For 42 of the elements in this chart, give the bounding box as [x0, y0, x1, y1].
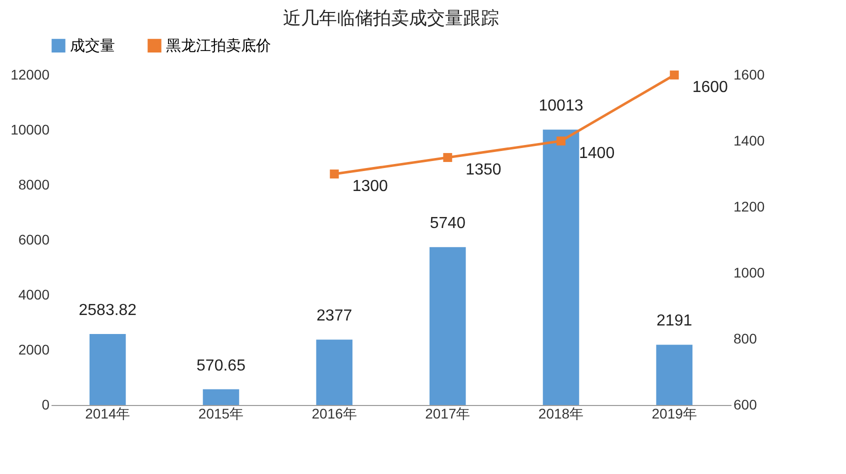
- legend-label: 成交量: [70, 38, 115, 55]
- y2-tick-label: 600: [734, 396, 758, 412]
- bar: [90, 334, 126, 405]
- y-tick-label: 4000: [18, 286, 50, 302]
- x-tick-label: 2016年: [312, 406, 357, 422]
- y-tick-label: 10000: [10, 122, 50, 138]
- y-tick-label: 0: [42, 396, 50, 412]
- bar: [542, 130, 580, 405]
- y2-tick-label: 1200: [734, 198, 765, 214]
- y-tick-label: 8000: [18, 176, 50, 192]
- chart-title: 近几年临储拍卖成交量跟踪: [283, 8, 499, 28]
- y2-tick-label: 1400: [734, 132, 765, 148]
- bar: [316, 340, 352, 405]
- point: [443, 153, 452, 162]
- data-label: 5740: [430, 215, 466, 232]
- point: [556, 136, 566, 146]
- y-tick-label: 6000: [18, 232, 50, 248]
- x-tick-label: 2019年: [652, 406, 697, 422]
- x-tick-label: 2018年: [538, 406, 584, 422]
- point: [670, 70, 679, 80]
- data-label: 1300: [352, 178, 388, 195]
- data-label: 1600: [692, 79, 728, 96]
- legend-label: 黑龙江拍卖底价: [166, 38, 271, 55]
- bar: [430, 247, 466, 405]
- data-label: 2583.82: [78, 302, 137, 319]
- bar: [656, 344, 692, 405]
- y2-tick-label: 1600: [734, 66, 765, 82]
- data-label: 10013: [538, 98, 584, 115]
- data-label: 1350: [466, 162, 502, 178]
- bar: [202, 389, 240, 405]
- data-label: 1400: [579, 145, 615, 162]
- y2-tick-label: 800: [734, 330, 758, 346]
- x-tick-label: 2014年: [85, 406, 130, 422]
- data-label: 570.65: [196, 357, 246, 374]
- y-tick-label: 12000: [10, 66, 50, 82]
- x-tick-label: 2015年: [198, 406, 244, 422]
- y2-tick-label: 1000: [734, 264, 765, 280]
- data-label: 2191: [656, 312, 692, 330]
- point: [330, 170, 339, 178]
- x-tick-label: 2017年: [425, 406, 470, 422]
- data-label: 2377: [316, 308, 352, 325]
- y-tick-label: 2000: [18, 342, 50, 358]
